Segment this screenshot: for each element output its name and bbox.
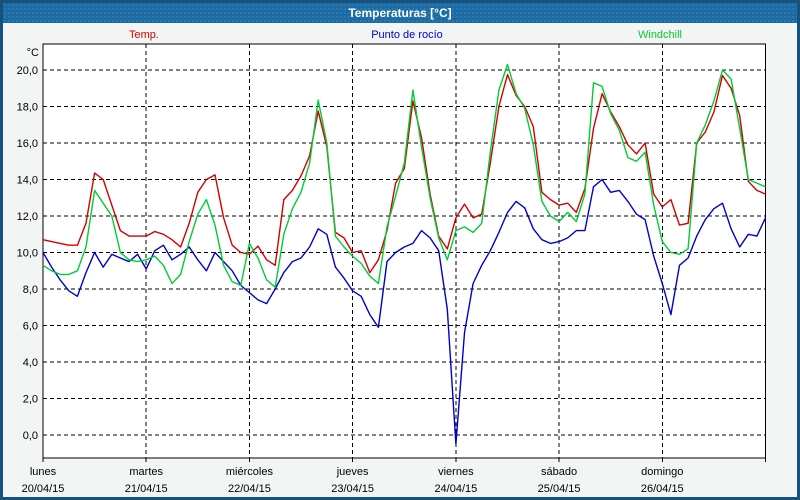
- x-day-name-label: domingo: [641, 466, 683, 478]
- y-tick-label: 18,0: [17, 102, 38, 114]
- y-tick-label: 14,0: [17, 175, 38, 187]
- chart-legend: Temp. Punto de rocío Windchill: [3, 23, 797, 45]
- x-day-name-label: miércoles: [226, 466, 274, 478]
- y-tick-label: 12,0: [17, 211, 38, 223]
- legend-item-dewpoint: Punto de rocío: [371, 29, 443, 41]
- chart-title: Temperaturas [°C]: [348, 6, 452, 20]
- y-axis-unit-label: °C: [27, 47, 39, 59]
- x-day-name-label: jueves: [336, 466, 369, 478]
- series-dewpoint-line: [42, 178, 767, 445]
- x-day-date-label: 21/04/15: [125, 483, 168, 495]
- x-day-date-label: 20/04/15: [22, 483, 65, 495]
- x-day-name-label: lunes: [30, 466, 57, 478]
- y-tick-label: 0,0: [23, 430, 38, 442]
- legend-item-temp: Temp.: [129, 29, 159, 41]
- y-tick-label: 4,0: [23, 357, 38, 369]
- x-day-date-label: 25/04/15: [538, 483, 581, 495]
- x-day-name-label: viernes: [438, 466, 474, 478]
- x-day-date-label: 23/04/15: [331, 483, 374, 495]
- y-tick-label: 10,0: [17, 248, 38, 260]
- x-day-date-label: 22/04/15: [228, 483, 271, 495]
- series-temp-line: [42, 73, 766, 274]
- y-tick-label: 2,0: [23, 394, 38, 406]
- y-tick-label: 20,0: [17, 65, 38, 77]
- plot-area: [43, 44, 766, 458]
- x-day-name-label: sábado: [541, 466, 577, 478]
- x-day-name-label: martes: [129, 466, 163, 478]
- plot-border: [42, 43, 766, 459]
- series-windchill-line: [42, 63, 766, 288]
- y-tick-label: 6,0: [23, 321, 38, 333]
- x-day-date-label: 24/04/15: [434, 483, 477, 495]
- y-tick-label: 16,0: [17, 138, 38, 150]
- chart-title-bar: Temperaturas [°C]: [3, 3, 797, 23]
- legend-item-windchill: Windchill: [637, 29, 683, 41]
- x-day-date-label: 26/04/15: [641, 483, 684, 495]
- y-tick-label: 8,0: [23, 284, 38, 296]
- temperature-line-chart: 0,0 2,0 4,0 6,0 8,0 10,0 12,0 14,0 16,0 18,0 20,0 °…: [17, 43, 767, 495]
